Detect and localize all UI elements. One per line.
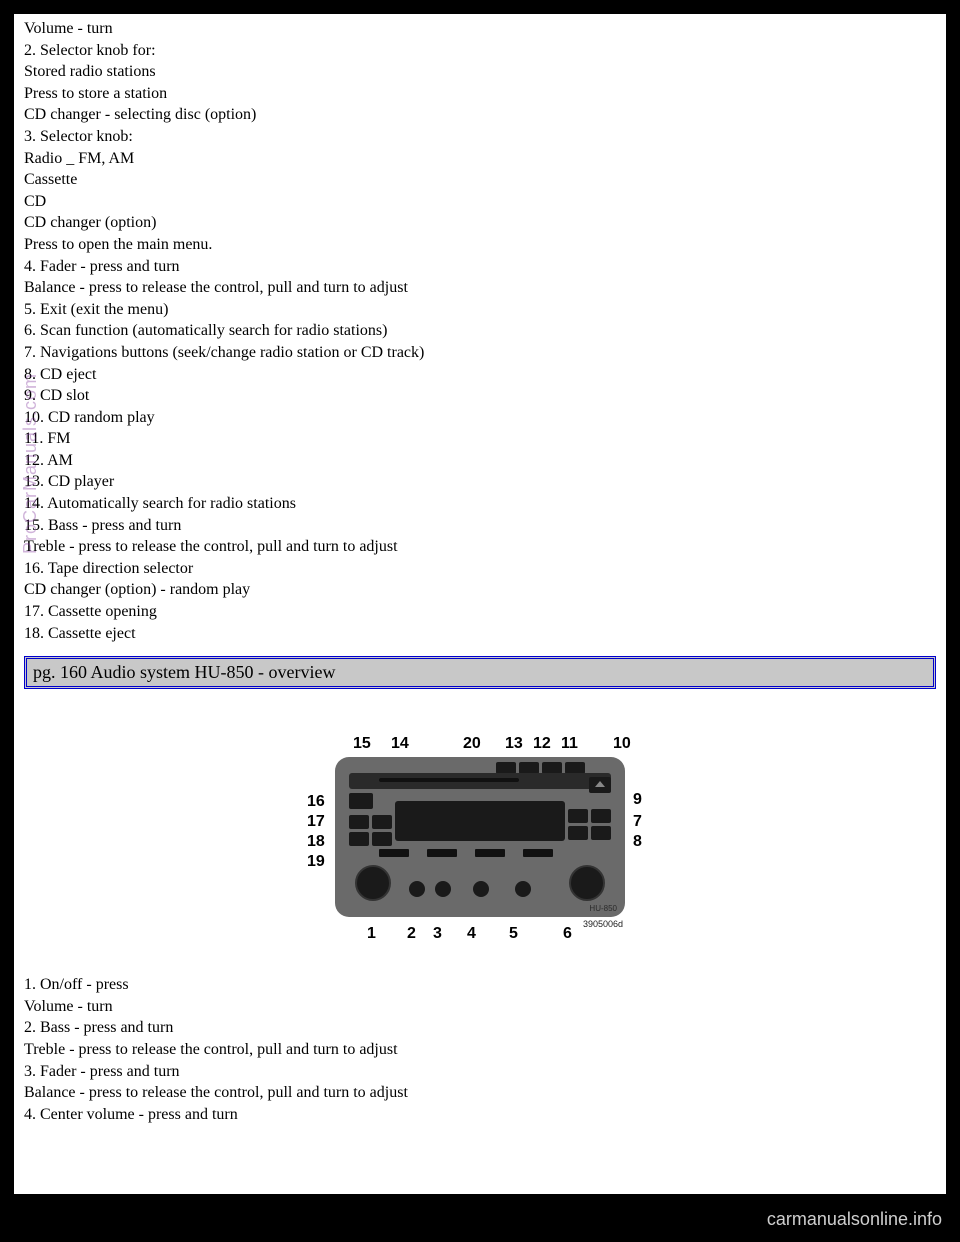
control-knob <box>515 881 531 897</box>
callout-2: 2 <box>407 925 416 943</box>
callout-18: 18 <box>307 833 325 851</box>
radio-button <box>349 832 369 846</box>
callout-12: 12 <box>533 735 551 753</box>
radio-diagram: 15 14 20 13 12 11 10 16 17 18 19 9 7 8 1… <box>295 735 665 945</box>
callout-10: 10 <box>613 735 631 753</box>
text-line: 11. FM <box>24 428 936 450</box>
callout-6: 6 <box>563 925 572 943</box>
text-line: CD changer (option) <box>24 212 936 234</box>
callout-20: 20 <box>463 735 481 753</box>
radio-button <box>568 809 588 823</box>
text-line: 10. CD random play <box>24 407 936 429</box>
text-line: 15. Bass - press and turn <box>24 515 936 537</box>
cd-slot <box>349 773 611 789</box>
text-line: Balance - press to release the control, … <box>24 1082 936 1104</box>
knob-labels-row <box>379 849 553 857</box>
text-line: 2. Bass - press and turn <box>24 1017 936 1039</box>
text-line: 17. Cassette opening <box>24 601 936 623</box>
callout-14: 14 <box>391 735 409 753</box>
control-knob <box>473 881 489 897</box>
document-page: Volume - turn 2. Selector knob for: Stor… <box>14 14 946 1194</box>
callout-16: 16 <box>307 793 325 811</box>
radio-button <box>349 793 373 809</box>
callout-5: 5 <box>509 925 518 943</box>
figure-serial: 3905006d <box>583 919 623 929</box>
radio-button <box>568 826 588 840</box>
text-line: Balance - press to release the control, … <box>24 277 936 299</box>
controls-list-upper: Volume - turn 2. Selector knob for: Stor… <box>24 18 936 644</box>
radio-button <box>372 832 392 846</box>
text-line: 16. Tape direction selector <box>24 558 936 580</box>
text-line: Radio _ FM, AM <box>24 148 936 170</box>
model-label: HU-850 <box>589 904 617 913</box>
right-button-grid <box>568 809 611 840</box>
source-knob <box>569 865 605 901</box>
radio-button <box>591 809 611 823</box>
text-line: 3. Fader - press and turn <box>24 1061 936 1083</box>
callout-13: 13 <box>505 735 523 753</box>
text-line: 1. On/off - press <box>24 974 936 996</box>
text-line: 7. Navigations buttons (seek/change radi… <box>24 342 936 364</box>
text-line: 13. CD player <box>24 471 936 493</box>
callout-8: 8 <box>633 833 642 851</box>
callout-7: 7 <box>633 813 642 831</box>
text-line: Volume - turn <box>24 18 936 40</box>
text-line: 12. AM <box>24 450 936 472</box>
text-line: 8. CD eject <box>24 364 936 386</box>
callout-4: 4 <box>467 925 476 943</box>
callout-9: 9 <box>633 791 642 809</box>
radio-button <box>591 826 611 840</box>
text-line: 18. Cassette eject <box>24 623 936 645</box>
text-line: Press to open the main menu. <box>24 234 936 256</box>
callout-17: 17 <box>307 813 325 831</box>
radio-diagram-container: 15 14 20 13 12 11 10 16 17 18 19 9 7 8 1… <box>24 735 936 950</box>
text-line: Stored radio stations <box>24 61 936 83</box>
text-line: 9. CD slot <box>24 385 936 407</box>
radio-button <box>372 815 392 829</box>
radio-display <box>395 801 565 841</box>
text-line: Cassette <box>24 169 936 191</box>
text-line: CD changer (option) - random play <box>24 579 936 601</box>
volume-knob <box>355 865 391 901</box>
text-line: Press to store a station <box>24 83 936 105</box>
text-line: Volume - turn <box>24 996 936 1018</box>
callout-3: 3 <box>433 925 442 943</box>
text-line: Treble - press to release the control, p… <box>24 1039 936 1061</box>
text-line: 4. Fader - press and turn <box>24 256 936 278</box>
footer-url: carmanualsonline.info <box>767 1209 942 1230</box>
text-line: 4. Center volume - press and turn <box>24 1104 936 1126</box>
control-knob <box>409 881 425 897</box>
text-line: CD changer - selecting disc (option) <box>24 104 936 126</box>
radio-body: HU-850 3905006d <box>335 757 625 917</box>
callout-11: 11 <box>561 735 578 753</box>
radio-button <box>349 815 369 829</box>
left-button-grid <box>349 815 392 846</box>
text-line: 2. Selector knob for: <box>24 40 936 62</box>
text-line: 5. Exit (exit the menu) <box>24 299 936 321</box>
callout-1: 1 <box>367 925 376 943</box>
section-header: pg. 160 Audio system HU-850 - overview <box>24 656 936 689</box>
callout-19: 19 <box>307 853 325 871</box>
text-line: CD <box>24 191 936 213</box>
text-line: Treble - press to release the control, p… <box>24 536 936 558</box>
text-line: 6. Scan function (automatically search f… <box>24 320 936 342</box>
controls-list-lower: 1. On/off - press Volume - turn 2. Bass … <box>24 974 936 1125</box>
eject-button <box>589 777 611 793</box>
text-line: 14. Automatically search for radio stati… <box>24 493 936 515</box>
control-knob <box>435 881 451 897</box>
callout-15: 15 <box>353 735 371 753</box>
text-line: 3. Selector knob: <box>24 126 936 148</box>
